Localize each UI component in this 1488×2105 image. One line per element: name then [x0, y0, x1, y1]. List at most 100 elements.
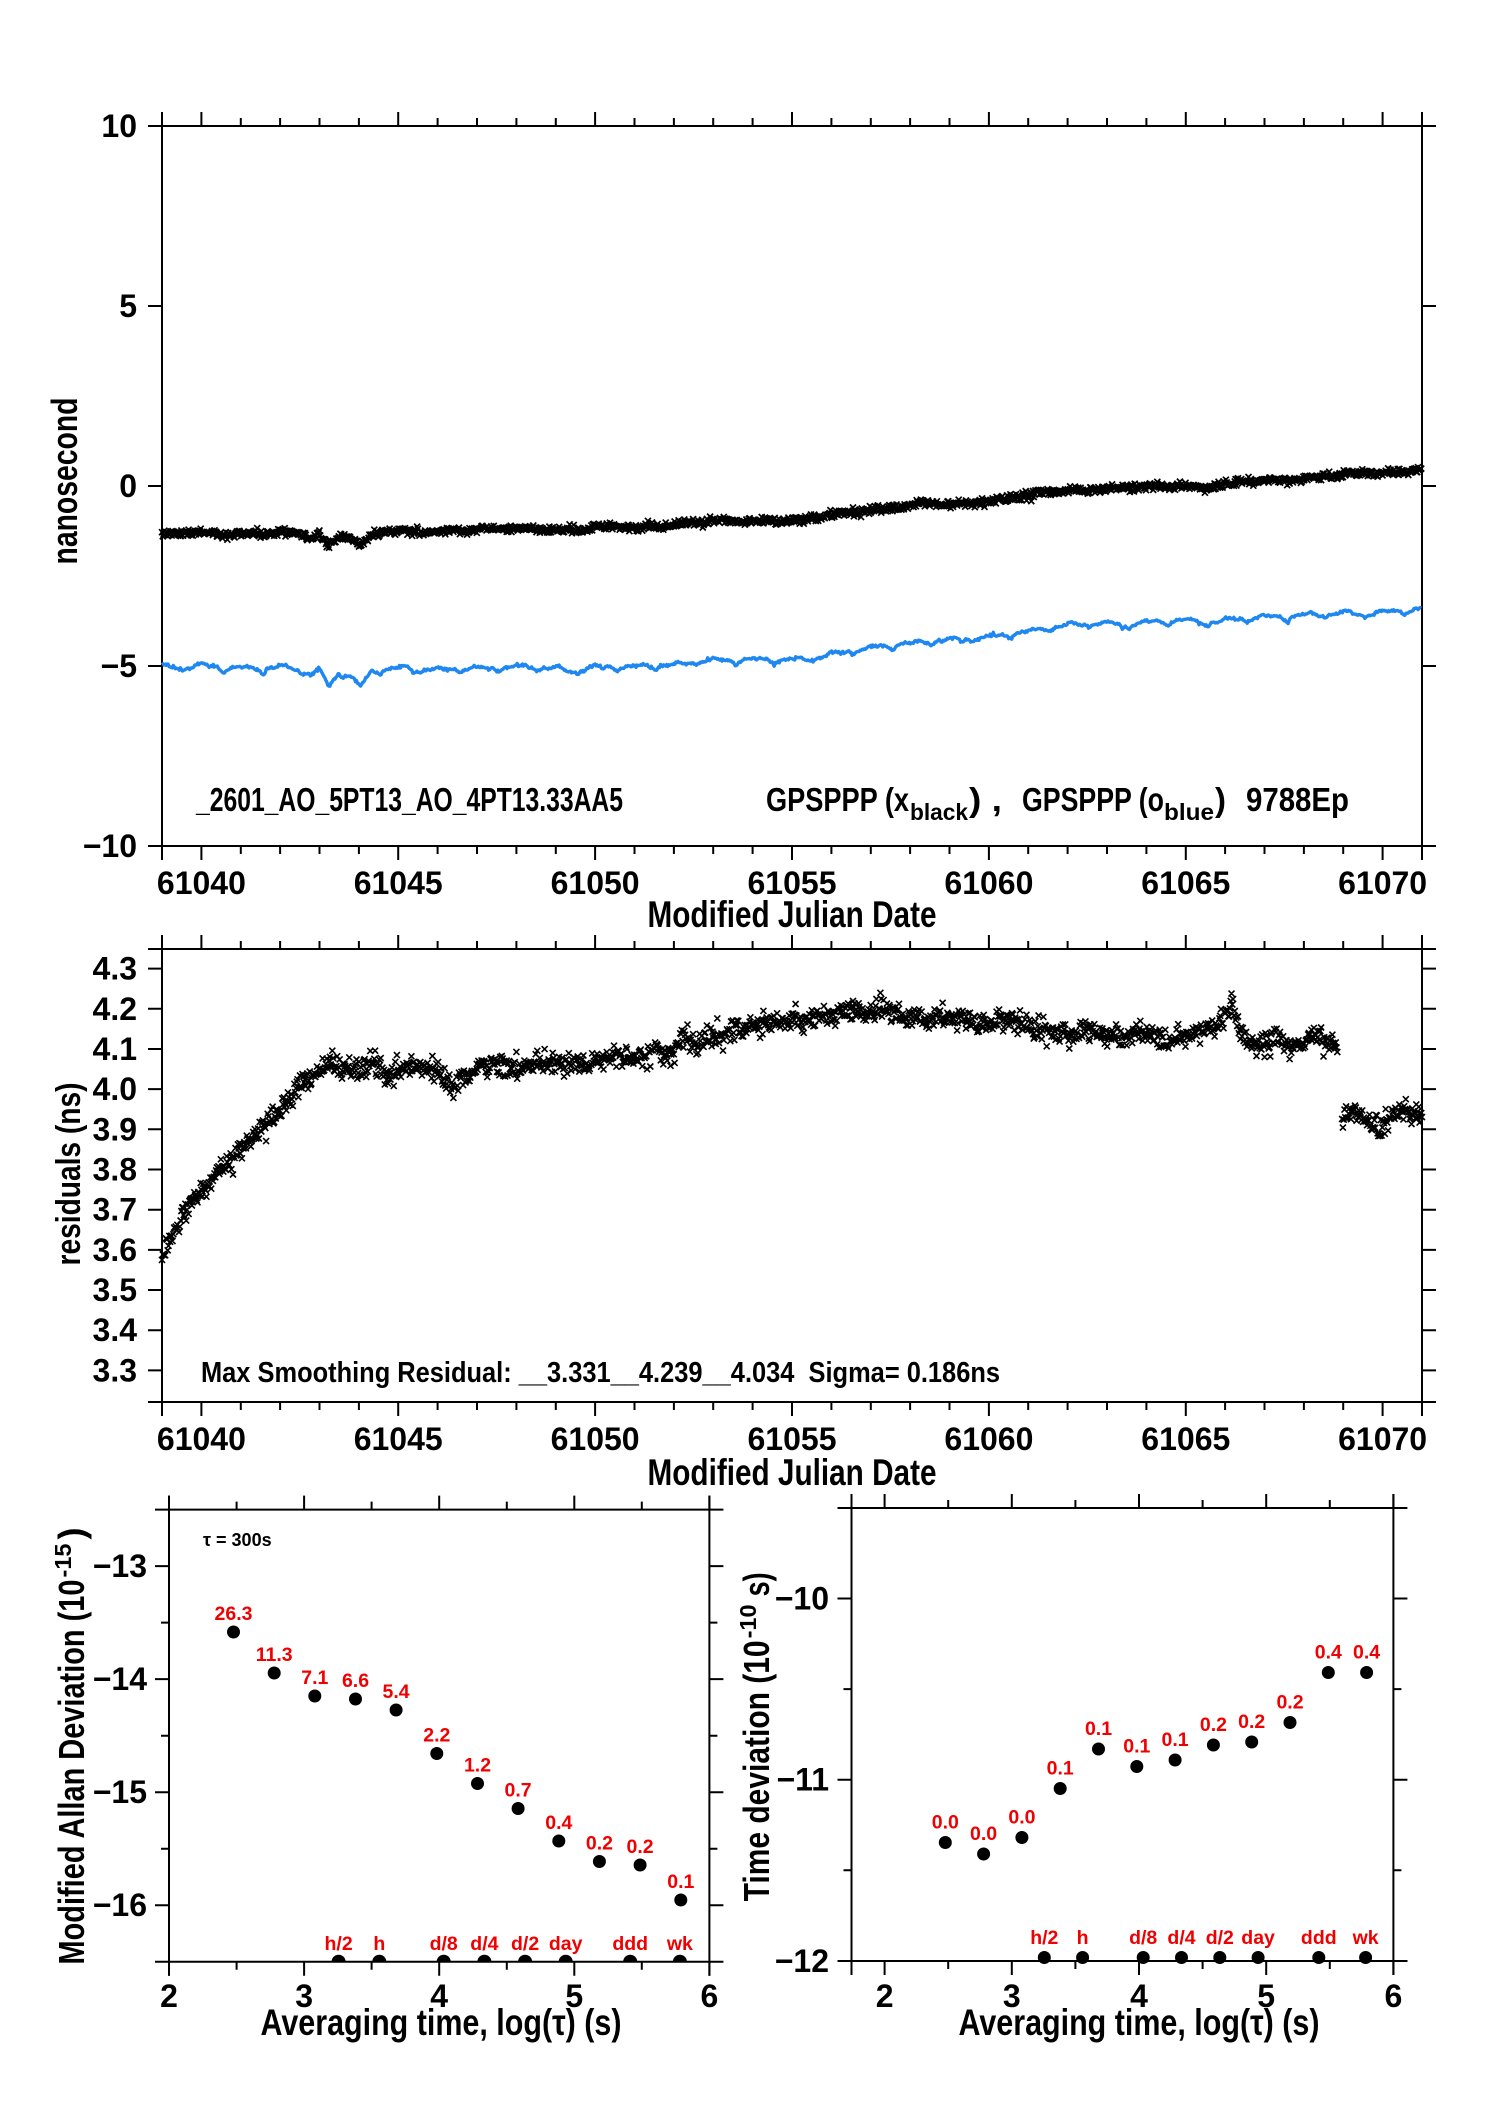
svg-text:11.3: 11.3 — [256, 1644, 293, 1666]
svg-text:h/2: h/2 — [325, 1933, 353, 1955]
svg-text:61065: 61065 — [1141, 865, 1230, 901]
svg-text:0.2: 0.2 — [586, 1833, 613, 1855]
svg-text:0.1: 0.1 — [1047, 1758, 1074, 1780]
svg-text:wk: wk — [666, 1933, 693, 1955]
svg-text:day: day — [549, 1933, 583, 1955]
svg-text:−10: −10 — [775, 1581, 829, 1617]
svg-text:4.0: 4.0 — [93, 1071, 137, 1107]
svg-text:6: 6 — [701, 1978, 719, 2014]
svg-text:61070: 61070 — [1338, 865, 1427, 901]
svg-text:) ,: ) , — [969, 781, 1002, 818]
svg-text:−14: −14 — [93, 1661, 147, 1697]
svg-text:0.0: 0.0 — [1008, 1807, 1035, 1829]
svg-text:_2601_AO_5PT13_AO_4PT13.33AA5: _2601_AO_5PT13_AO_4PT13.33AA5 — [195, 781, 623, 818]
svg-text:61070: 61070 — [1338, 1421, 1427, 1457]
svg-text:61060: 61060 — [944, 865, 1033, 901]
svg-text:3.3: 3.3 — [93, 1352, 137, 1388]
svg-text:d/8: d/8 — [1129, 1927, 1157, 1949]
svg-text:61050: 61050 — [551, 865, 640, 901]
svg-text:−5: −5 — [101, 648, 137, 684]
svg-text:0.2: 0.2 — [627, 1836, 654, 1858]
svg-text:GPSPPP (x: GPSPPP (x — [766, 781, 910, 818]
svg-text:Modified Julian Date: Modified Julian Date — [648, 1452, 937, 1493]
svg-text:2: 2 — [160, 1978, 178, 2014]
svg-text:26.3: 26.3 — [215, 1603, 253, 1625]
svg-text:3: 3 — [1003, 1978, 1021, 2014]
svg-text:h/2: h/2 — [1030, 1927, 1058, 1949]
svg-text:0.1: 0.1 — [1085, 1718, 1112, 1740]
svg-text:Averaging time, log(τ) (s): Averaging time, log(τ) (s) — [261, 2002, 622, 2043]
svg-text:0.0: 0.0 — [932, 1812, 959, 1834]
svg-text:Modified Julian Date: Modified Julian Date — [648, 894, 937, 935]
svg-text:−16: −16 — [93, 1887, 147, 1923]
svg-text:61045: 61045 — [354, 1421, 443, 1457]
svg-text:7.1: 7.1 — [301, 1667, 328, 1689]
svg-text:5.4: 5.4 — [383, 1681, 410, 1703]
svg-text:1.2: 1.2 — [464, 1755, 491, 1777]
svg-text:day: day — [1241, 1927, 1275, 1949]
svg-text:0.7: 0.7 — [505, 1780, 532, 1802]
svg-text:0.2: 0.2 — [1276, 1692, 1303, 1714]
svg-text:−13: −13 — [93, 1548, 147, 1584]
svg-text:61055: 61055 — [748, 865, 837, 901]
svg-text:0: 0 — [119, 468, 137, 504]
svg-text:3.5: 3.5 — [93, 1272, 137, 1308]
svg-text:3.6: 3.6 — [93, 1232, 137, 1268]
svg-text:61040: 61040 — [157, 865, 246, 901]
svg-text:0.1: 0.1 — [1162, 1729, 1189, 1751]
svg-text:5: 5 — [119, 288, 137, 324]
svg-text:s): s) — [736, 1572, 777, 1596]
svg-text:nanosecond: nanosecond — [44, 398, 85, 565]
svg-text:-10: -10 — [735, 1604, 761, 1638]
svg-text:61065: 61065 — [1141, 1421, 1230, 1457]
svg-text:ddd: ddd — [612, 1933, 648, 1955]
svg-text:4.3: 4.3 — [93, 951, 137, 987]
svg-text:6.6: 6.6 — [342, 1670, 369, 1692]
svg-text:61045: 61045 — [354, 865, 443, 901]
svg-text:−11: −11 — [776, 1762, 829, 1798]
svg-text:0.1: 0.1 — [667, 1871, 694, 1893]
svg-text:Averaging time, log(τ) (s): Averaging time, log(τ) (s) — [959, 2002, 1320, 2043]
svg-text:61040: 61040 — [157, 1421, 246, 1457]
svg-text:61050: 61050 — [551, 1421, 640, 1457]
svg-text:3.4: 3.4 — [93, 1312, 138, 1348]
svg-text:0.1: 0.1 — [1123, 1736, 1150, 1758]
svg-text:5: 5 — [565, 1978, 583, 2014]
svg-text:): ) — [1215, 781, 1226, 818]
svg-text:61055: 61055 — [748, 1421, 837, 1457]
svg-text:d/4: d/4 — [470, 1933, 498, 1955]
svg-text:4: 4 — [430, 1978, 448, 2014]
svg-text:-15: -15 — [50, 1543, 76, 1577]
svg-text:2: 2 — [876, 1978, 894, 2014]
svg-text:h: h — [373, 1933, 385, 1955]
svg-text:0.4: 0.4 — [1353, 1642, 1380, 1664]
svg-text:10: 10 — [101, 108, 137, 144]
svg-text:ddd: ddd — [1301, 1927, 1337, 1949]
svg-text:2.2: 2.2 — [423, 1725, 450, 1747]
svg-text:Modified Allan Deviation (10: Modified Allan Deviation (10 — [51, 1580, 92, 1965]
svg-text:3.7: 3.7 — [93, 1192, 137, 1228]
svg-text:4.2: 4.2 — [93, 991, 137, 1027]
svg-text:d/2: d/2 — [511, 1933, 539, 1955]
svg-text:0.0: 0.0 — [970, 1823, 997, 1845]
svg-text:−10: −10 — [83, 828, 137, 864]
svg-text:Max Smoothing Residual: __3.33: Max Smoothing Residual: __3.331__4.239__… — [201, 1357, 1000, 1389]
svg-text:3: 3 — [295, 1978, 313, 2014]
svg-text:4.1: 4.1 — [93, 1031, 137, 1067]
svg-text:GPSPPP (o: GPSPPP (o — [1022, 781, 1164, 818]
svg-text:d/4: d/4 — [1167, 1927, 1195, 1949]
svg-text:0.4: 0.4 — [1315, 1642, 1342, 1664]
svg-text:Time deviation (10: Time deviation (10 — [736, 1640, 777, 1901]
svg-text:d/2: d/2 — [1206, 1927, 1234, 1949]
svg-text:−15: −15 — [93, 1774, 147, 1810]
svg-text:wk: wk — [1352, 1927, 1379, 1949]
svg-text:0.2: 0.2 — [1200, 1714, 1227, 1736]
svg-text:5: 5 — [1257, 1978, 1275, 2014]
svg-text:residuals (ns): residuals (ns) — [50, 1083, 88, 1266]
svg-text:h: h — [1077, 1927, 1089, 1949]
svg-text:4: 4 — [1130, 1978, 1148, 2014]
svg-text:3.8: 3.8 — [93, 1152, 137, 1188]
svg-text:τ = 300s: τ = 300s — [203, 1530, 272, 1550]
svg-text:): ) — [51, 1528, 92, 1540]
svg-text:61060: 61060 — [944, 1421, 1033, 1457]
